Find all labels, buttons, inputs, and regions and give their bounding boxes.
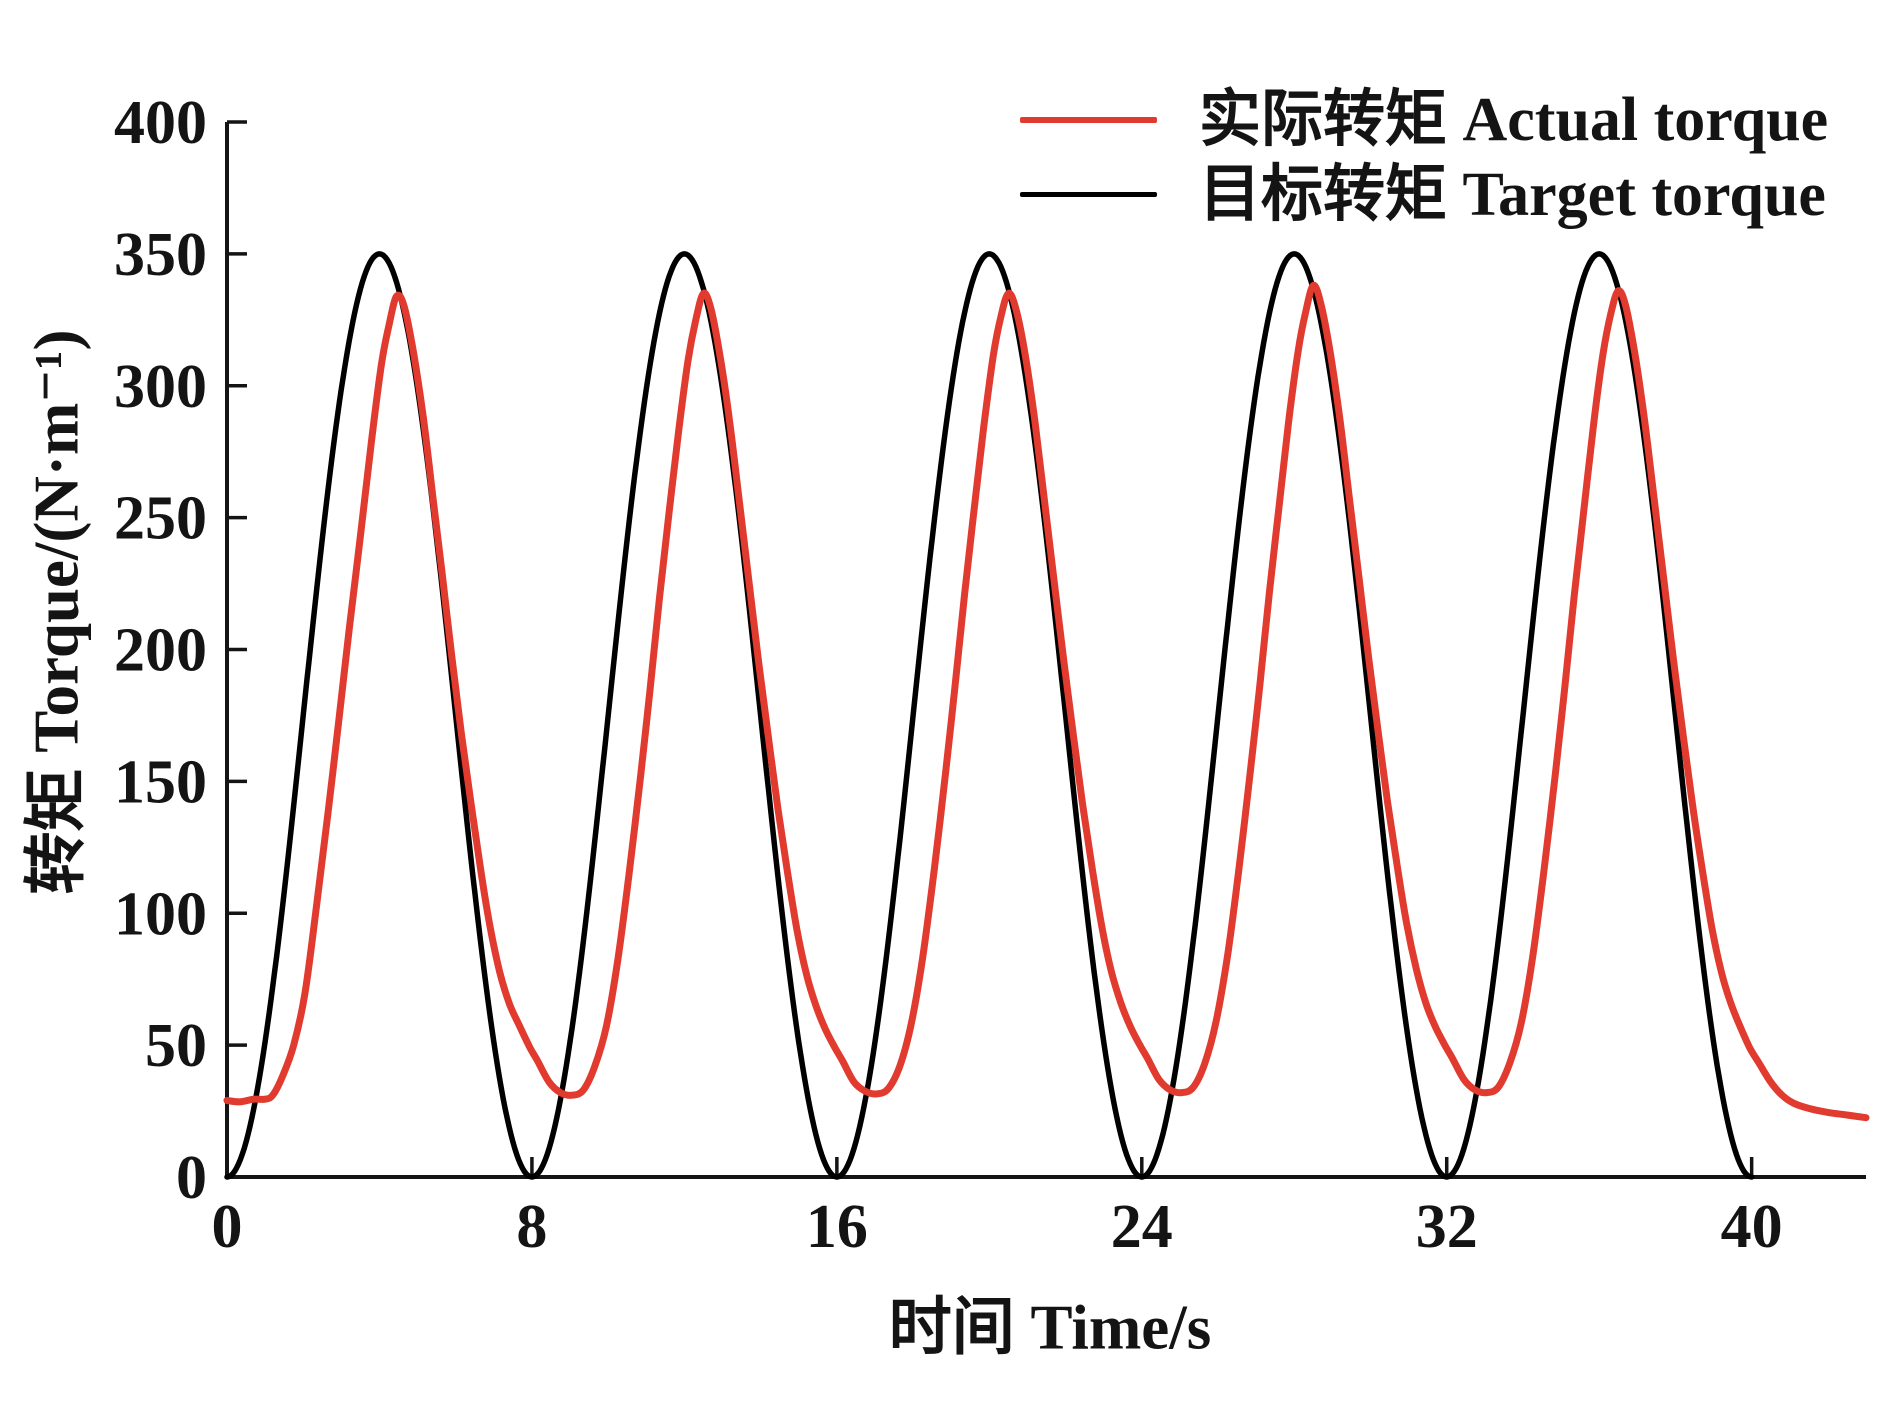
target-torque-line-sample bbox=[1020, 192, 1157, 197]
actual-torque-line-sample bbox=[1020, 116, 1157, 123]
y-tick-label: 50 bbox=[145, 1012, 207, 1080]
y-tick-label: 0 bbox=[176, 1144, 207, 1212]
actual-torque-curve bbox=[223, 281, 1870, 1122]
y-tick-label: 250 bbox=[114, 485, 207, 553]
x-tick-label: 24 bbox=[1111, 1193, 1173, 1261]
x-tick-label: 8 bbox=[516, 1193, 547, 1261]
axes-frame bbox=[225, 122, 1866, 1179]
legend-row-actual: 实际转矩 Actual torque bbox=[1020, 82, 1828, 157]
y-tick-label: 200 bbox=[114, 617, 207, 685]
x-axis-title: 时间 Time/s bbox=[888, 1292, 1212, 1363]
y-tick-label: 150 bbox=[114, 748, 207, 816]
legend-label-target: 目标转矩 Target torque bbox=[1199, 160, 1826, 229]
legend-label-actual: 实际转矩 Actual torque bbox=[1199, 85, 1829, 154]
y-tick-label: 100 bbox=[114, 880, 207, 948]
legend: 实际转矩 Actual torque 目标转矩 Target torque bbox=[1020, 82, 1828, 232]
legend-row-target: 目标转矩 Target torque bbox=[1020, 157, 1828, 232]
y-tick-label: 350 bbox=[114, 221, 207, 289]
y-axis-title: 转矩 Torque/(N·m⁻¹) bbox=[21, 329, 92, 895]
x-tick-label: 0 bbox=[212, 1193, 243, 1261]
y-tick-label: 300 bbox=[114, 353, 207, 421]
x-tick-label: 40 bbox=[1721, 1193, 1783, 1261]
x-tick-label: 16 bbox=[806, 1193, 868, 1261]
y-tick-label: 400 bbox=[114, 89, 207, 157]
target-torque-curve bbox=[224, 251, 1755, 1180]
x-tick-label: 32 bbox=[1416, 1193, 1478, 1261]
